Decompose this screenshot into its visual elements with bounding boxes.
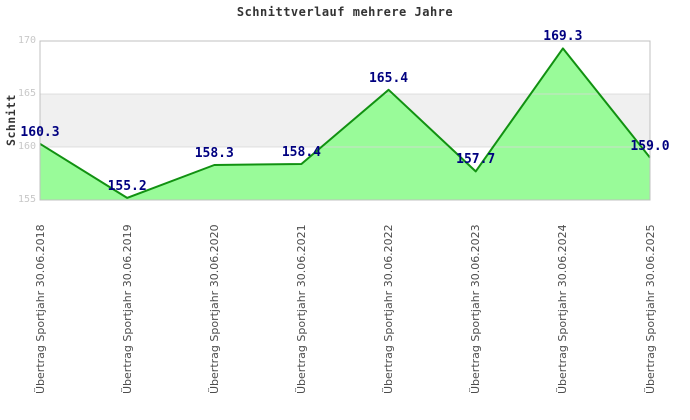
x-tick-label: Übertrag Sportjahr 30.06.2025 xyxy=(643,224,657,394)
y-tick-label-155: 155 xyxy=(17,194,36,205)
point-label: 169.3 xyxy=(543,29,583,45)
series-area xyxy=(40,48,650,201)
x-tick-label: Übertrag Sportjahr 30.06.2023 xyxy=(469,224,483,394)
y-tick-label-160: 160 xyxy=(17,141,36,152)
x-tick-label: Übertrag Sportjahr 30.06.2020 xyxy=(207,224,221,394)
point-label: 159.0 xyxy=(630,138,670,154)
x-tick-label: Übertrag Sportjahr 30.06.2019 xyxy=(120,224,134,394)
point-label: 165.4 xyxy=(368,70,409,86)
x-tick-label: Übertrag Sportjahr 30.06.2018 xyxy=(33,224,47,394)
point-label: 157.7 xyxy=(456,152,496,168)
series-line xyxy=(39,47,651,199)
point-label: 158.4 xyxy=(281,144,321,160)
plot-border xyxy=(39,40,651,201)
x-tick-label: Übertrag Sportjahr 30.06.2022 xyxy=(382,224,396,394)
point-label: 160.3 xyxy=(20,124,60,140)
x-tick-label: Übertrag Sportjahr 30.06.2021 xyxy=(294,224,308,394)
x-tick-label: Übertrag Sportjahr 30.06.2024 xyxy=(556,224,570,394)
y-tick-label-165: 165 xyxy=(17,88,36,99)
point-label: 155.2 xyxy=(107,178,147,194)
chart-title: Schnittverlauf mehrere Jahre xyxy=(236,5,454,19)
y-tick-label-170: 170 xyxy=(17,35,36,46)
point-label: 158.3 xyxy=(194,146,234,162)
